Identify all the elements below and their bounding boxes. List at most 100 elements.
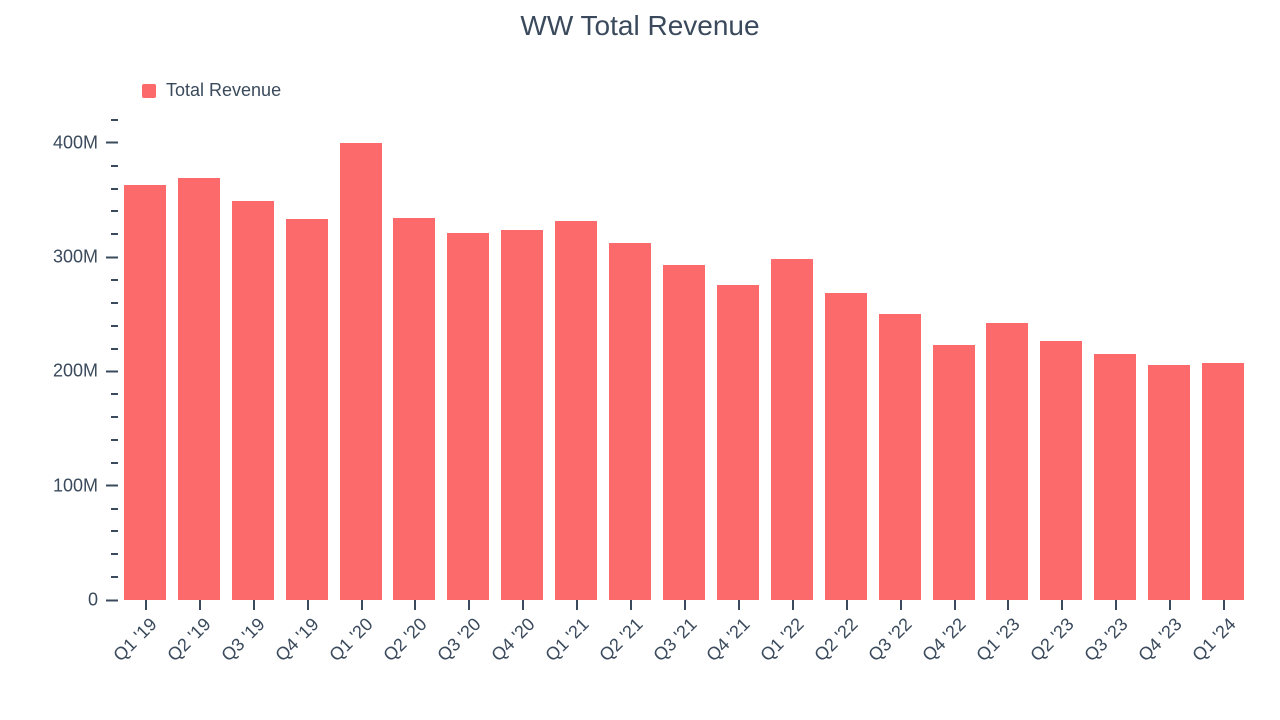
y-axis-tick-mark (106, 370, 118, 372)
y-axis-tick-mark (106, 256, 118, 258)
x-axis-tick-label: Q3 '23 (1080, 614, 1132, 666)
x-axis-tick: Q2 '22 (846, 600, 848, 610)
bar (1148, 365, 1190, 600)
y-axis-tick-mark (106, 485, 118, 487)
y-axis-minor-tick (111, 325, 118, 327)
x-axis-tick-label: Q3 '22 (864, 614, 916, 666)
bar (232, 201, 274, 600)
y-axis-tick-label: 400M (53, 132, 106, 153)
x-axis-tick: Q1 '19 (145, 600, 147, 610)
y-axis-tick-label: 100M (53, 475, 106, 496)
x-axis-tick-mark (145, 600, 147, 610)
bar (933, 345, 975, 600)
y-axis-minor-tick-mark (111, 439, 118, 441)
x-axis-tick-label: Q2 '19 (164, 614, 216, 666)
x-axis-tick: Q2 '19 (199, 600, 201, 610)
x-axis-tick-mark (522, 600, 524, 610)
x-axis-tick-label: Q3 '20 (433, 614, 485, 666)
x-axis-tick: Q1 '20 (361, 600, 363, 610)
bar (879, 314, 921, 600)
y-axis-minor-tick-mark (111, 416, 118, 418)
x-axis-tick: Q3 '23 (1115, 600, 1117, 610)
x-axis-tick-mark (846, 600, 848, 610)
x-axis-tick-label: Q4 '23 (1134, 614, 1186, 666)
x-axis-tick-mark (954, 600, 956, 610)
x-axis-tick-label: Q2 '23 (1026, 614, 1078, 666)
x-axis-tick-label: Q4 '21 (703, 614, 755, 666)
x-axis-tick-label: Q1 '23 (972, 614, 1024, 666)
x-axis-tick-label: Q3 '19 (218, 614, 270, 666)
x-axis-tick-mark (414, 600, 416, 610)
bar (340, 143, 382, 600)
y-axis-minor-tick-mark (111, 508, 118, 510)
x-axis-tick: Q1 '24 (1223, 600, 1225, 610)
y-axis-minor-tick-mark (111, 530, 118, 532)
x-axis-tick-mark (1115, 600, 1117, 610)
y-axis-minor-tick (111, 393, 118, 395)
x-axis-tick: Q1 '22 (792, 600, 794, 610)
x-axis-tick-mark (1007, 600, 1009, 610)
x-axis-tick: Q1 '21 (576, 600, 578, 610)
x-axis-tick-mark (792, 600, 794, 610)
x-axis-tick-mark (576, 600, 578, 610)
y-axis-minor-tick-mark (111, 119, 118, 121)
x-axis-tick: Q3 '22 (900, 600, 902, 610)
x-axis-tick: Q3 '20 (468, 600, 470, 610)
x-axis-tick-mark (900, 600, 902, 610)
x-axis-tick-mark (1061, 600, 1063, 610)
x-axis-tick-label: Q4 '20 (487, 614, 539, 666)
bar (555, 221, 597, 600)
bar (393, 218, 435, 600)
y-axis-tick-mark (106, 142, 118, 144)
bar (447, 233, 489, 600)
x-axis-tick-label: Q1 '22 (757, 614, 809, 666)
x-axis-tick-mark (307, 600, 309, 610)
y-axis-minor-tick-mark (111, 325, 118, 327)
y-axis-minor-tick-mark (111, 553, 118, 555)
y-axis-minor-tick-mark (111, 462, 118, 464)
x-axis-tick-mark (199, 600, 201, 610)
y-axis-minor-tick-mark (111, 233, 118, 235)
y-axis-tick: 200M (53, 361, 118, 382)
y-axis-minor-tick (111, 530, 118, 532)
legend-label: Total Revenue (166, 80, 281, 101)
x-axis-tick-label: Q1 '24 (1188, 614, 1240, 666)
y-axis-minor-tick (111, 188, 118, 190)
y-axis-tick-label: 0 (88, 590, 106, 611)
x-axis-tick-label: Q1 '20 (325, 614, 377, 666)
x-axis-tick-label: Q4 '19 (272, 614, 324, 666)
y-axis-minor-tick (111, 348, 118, 350)
x-axis-tick: Q3 '19 (253, 600, 255, 610)
y-axis-minor-tick (111, 439, 118, 441)
bar (609, 243, 651, 600)
y-axis-minor-tick-mark (111, 393, 118, 395)
bar (771, 259, 813, 600)
x-axis-tick-label: Q4 '22 (918, 614, 970, 666)
y-axis-minor-tick (111, 165, 118, 167)
y-axis-minor-tick (111, 553, 118, 555)
x-axis-tick-mark (684, 600, 686, 610)
bar (1202, 363, 1244, 600)
legend-swatch (142, 84, 156, 98)
y-axis-tick: 100M (53, 475, 118, 496)
y-axis-tick: 300M (53, 247, 118, 268)
chart-title: WW Total Revenue (0, 10, 1280, 42)
x-axis-tick-label: Q2 '22 (811, 614, 863, 666)
x-axis-tick-mark (361, 600, 363, 610)
x-axis-tick: Q1 '23 (1007, 600, 1009, 610)
x-axis-tick: Q3 '21 (684, 600, 686, 610)
x-axis-tick: Q4 '23 (1169, 600, 1171, 610)
x-axis-tick-mark (468, 600, 470, 610)
y-axis-tick: 0 (88, 590, 118, 611)
bar (663, 265, 705, 600)
y-axis-minor-tick (111, 119, 118, 121)
bar (286, 219, 328, 600)
x-axis-tick-mark (630, 600, 632, 610)
x-axis-tick-mark (253, 600, 255, 610)
y-axis-tick: 400M (53, 132, 118, 153)
y-axis-minor-tick (111, 576, 118, 578)
bar (1040, 341, 1082, 600)
bar (1094, 354, 1136, 600)
y-axis-minor-tick (111, 210, 118, 212)
bar (986, 323, 1028, 600)
